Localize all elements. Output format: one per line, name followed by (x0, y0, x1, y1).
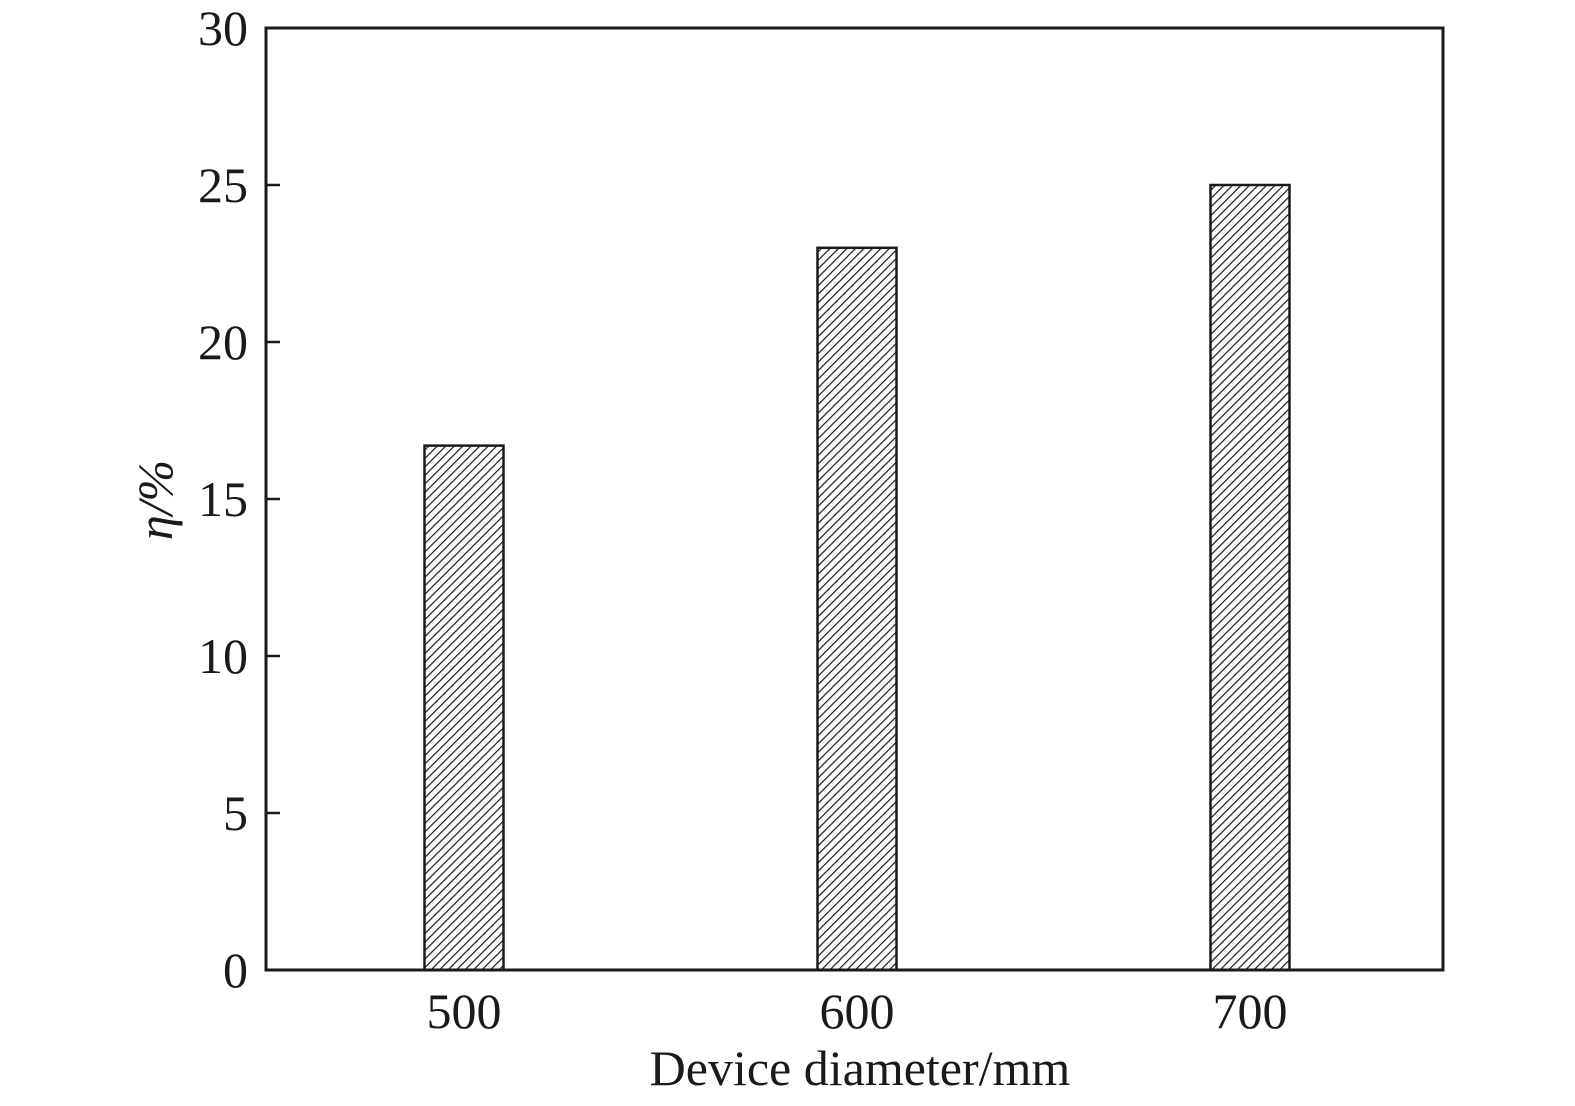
y-tick-label: 30 (198, 0, 248, 56)
bar-600 (816, 246, 898, 972)
bar-700 (1209, 183, 1291, 972)
y-tick-label: 10 (198, 628, 248, 684)
bar-500 (423, 444, 505, 972)
x-tick-label: 600 (820, 983, 895, 1039)
bars-group (423, 183, 1291, 972)
x-tick-label: 500 (427, 983, 502, 1039)
x-tick-label: 700 (1213, 983, 1288, 1039)
y-tick-label: 15 (198, 471, 248, 527)
y-tick-label: 20 (198, 314, 248, 370)
y-axis-label: η/% (127, 460, 183, 540)
y-tick-label: 0 (223, 942, 248, 998)
y-axis-ticks: 0 5 10 15 20 25 30 (198, 0, 280, 998)
x-axis-label: Device diameter/mm (650, 1040, 1071, 1096)
x-axis-ticks: 500 600 700 (427, 983, 1288, 1039)
y-tick-label: 25 (198, 157, 248, 213)
y-tick-label: 5 (223, 785, 248, 841)
